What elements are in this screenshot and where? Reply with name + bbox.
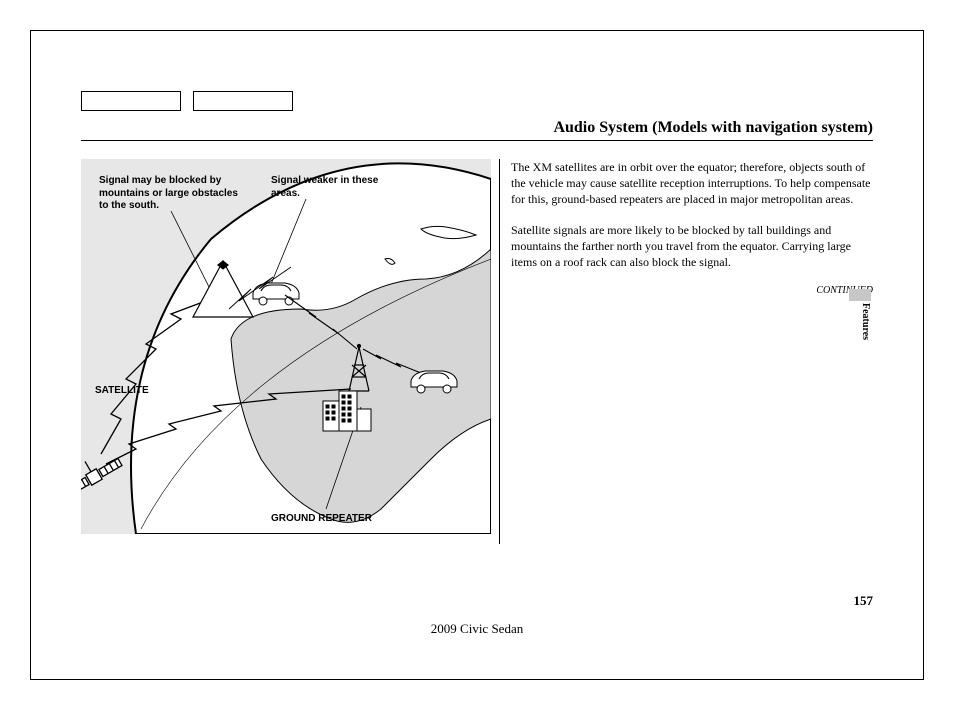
side-tab-marker xyxy=(849,289,871,301)
text-column: The XM satellites are in orbit over the … xyxy=(505,159,873,534)
header-box-right xyxy=(193,91,293,111)
side-tab-label: Features xyxy=(860,303,871,340)
page-title: Audio System (Models with navigation sys… xyxy=(81,119,873,141)
header-placeholder-row xyxy=(81,91,873,111)
body-paragraph-2: Satellite signals are more likely to be … xyxy=(511,222,873,271)
body-paragraph-1: The XM satellites are in orbit over the … xyxy=(511,159,873,208)
page-number: 157 xyxy=(854,593,874,609)
diagram-svg xyxy=(81,159,491,534)
page-content: Audio System (Models with navigation sys… xyxy=(31,31,923,679)
annot-ground-repeater-label: GROUND REPEATER xyxy=(271,513,372,526)
column-divider xyxy=(499,159,500,544)
main-row: Signal may be blocked by mountains or la… xyxy=(81,159,873,534)
header-box-left xyxy=(81,91,181,111)
page-border: Audio System (Models with navigation sys… xyxy=(30,30,924,680)
diagram-column: Signal may be blocked by mountains or la… xyxy=(81,159,491,534)
annot-satellite-label: SATELLITE xyxy=(95,385,149,398)
footer-model: 2009 Civic Sedan xyxy=(31,621,923,637)
satellite-coverage-diagram: Signal may be blocked by mountains or la… xyxy=(81,159,491,534)
annot-mountain-block: Signal may be blocked by mountains or la… xyxy=(99,175,249,213)
continued-label: CONTINUED xyxy=(511,284,873,298)
annot-weak-area: Signal weaker in these areas. xyxy=(271,175,381,200)
